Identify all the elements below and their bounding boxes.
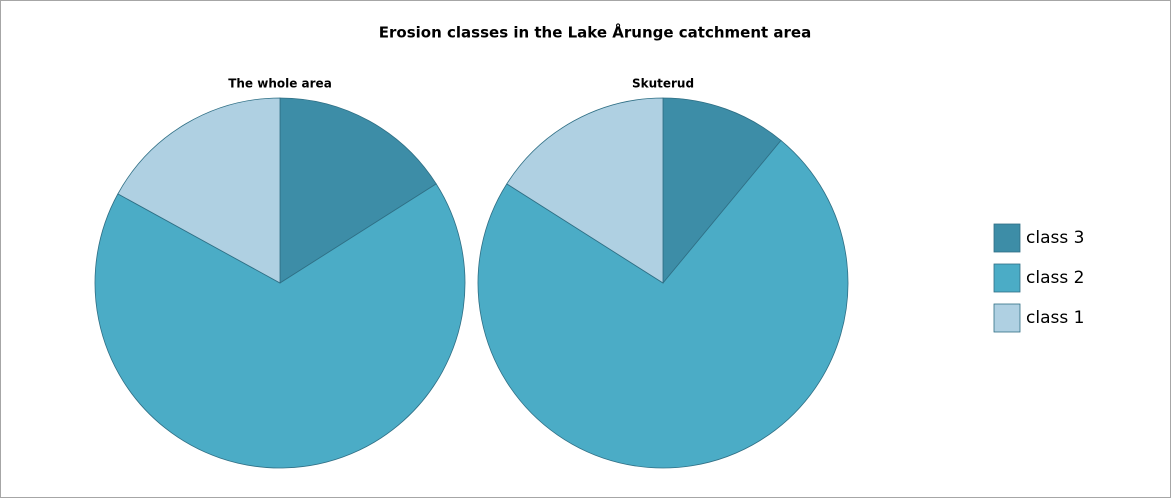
pie-slice bbox=[662, 97, 782, 285]
pie-title: Skuterud bbox=[632, 77, 694, 91]
pie-slice bbox=[94, 183, 466, 469]
legend-label: class 1 bbox=[1026, 308, 1084, 328]
pie-slice bbox=[117, 97, 281, 284]
legend-swatch bbox=[993, 303, 1021, 333]
pie-slice bbox=[279, 97, 437, 284]
pie-slice bbox=[506, 97, 664, 284]
chart-title: Erosion classes in the Lake Årunge catch… bbox=[379, 23, 811, 42]
legend-label: class 3 bbox=[1026, 228, 1084, 248]
legend-swatch bbox=[993, 223, 1021, 253]
pie-title: The whole area bbox=[228, 77, 332, 91]
legend-swatch bbox=[993, 263, 1021, 293]
pie-slice bbox=[477, 139, 849, 469]
legend-label: class 2 bbox=[1026, 268, 1084, 288]
